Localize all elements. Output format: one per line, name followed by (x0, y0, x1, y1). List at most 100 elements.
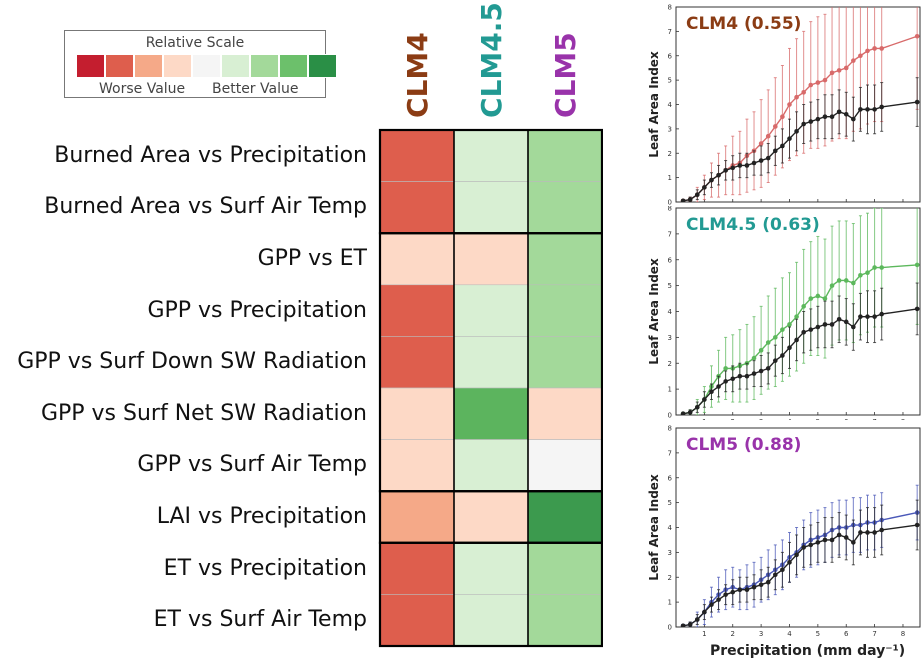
data-point (687, 410, 693, 415)
data-point (773, 358, 778, 363)
x-tick-label: 2 (731, 205, 735, 206)
x-tick-label: 3 (759, 630, 763, 638)
data-point (914, 306, 920, 312)
data-point (836, 532, 842, 538)
heatmap-cell (379, 336, 455, 389)
legend-swatch (105, 54, 134, 78)
data-point (843, 65, 849, 71)
y-tick-label: 4 (668, 308, 673, 316)
data-point (801, 545, 806, 550)
y-tick-label: 0 (668, 624, 672, 632)
heatmap-group-border (378, 541, 603, 648)
y-tick-label: 5 (668, 77, 672, 85)
y-tick-label: 8 (668, 206, 672, 213)
data-point (858, 107, 863, 112)
heatmap-cell (379, 542, 455, 595)
y-tick-label: 1 (668, 599, 672, 607)
data-point (723, 366, 728, 371)
x-tick-label: 1 (702, 630, 706, 638)
panel-clm45: 0 1 2 3 4 5 6 7 8 1 2 3 4 5 6 7 8 Leaf Area Index CLM4.5 (… (647, 206, 921, 420)
y-tick-label: 4 (668, 524, 673, 532)
data-point (758, 158, 764, 163)
legend-swatch (134, 54, 163, 78)
data-point (716, 384, 721, 389)
legend-swatches (76, 54, 337, 78)
data-point (730, 589, 736, 595)
data-point (914, 99, 920, 105)
data-point (744, 163, 750, 168)
legend-title: Relative Scale (145, 35, 245, 51)
data-point (808, 327, 814, 332)
panel-title: CLM4.5 (0.63) (686, 215, 820, 235)
heatmap-column-label: CLM4.5 (475, 2, 508, 118)
data-point (836, 68, 842, 73)
data-point (680, 198, 686, 202)
panel-title: CLM4 (0.55) (686, 14, 801, 34)
data-point (822, 537, 828, 543)
data-point (836, 316, 842, 322)
heatmap-row-label: Burned Area vs Precipitation (54, 142, 367, 168)
data-point (758, 582, 764, 588)
data-point (787, 102, 792, 107)
panel-clm5: 0 1 2 3 4 5 6 7 8 1 2 3 4 5 6 7 8 Leaf Area Index CLM5 (0.… (647, 425, 921, 638)
y-tick-label: 2 (668, 360, 672, 368)
data-point (709, 177, 714, 183)
heatmap-cell (453, 232, 529, 286)
data-point (836, 278, 842, 283)
data-point (723, 168, 728, 173)
y-tick-label: 5 (668, 282, 672, 290)
heatmap-row-label: ET vs Surf Air Temp (153, 607, 367, 633)
heatmap-cell (453, 129, 529, 182)
data-point (872, 265, 877, 270)
data-point (801, 121, 806, 127)
data-point (851, 58, 856, 63)
data-point (730, 376, 736, 382)
data-point (829, 537, 835, 543)
x-tick-label: 1 (702, 418, 706, 420)
data-point (872, 107, 877, 112)
x-tick-label: 7 (872, 418, 876, 420)
data-point (702, 397, 707, 402)
data-point (865, 48, 870, 54)
y-tick-label: 7 (668, 449, 672, 457)
y-tick-label: 0 (668, 412, 672, 420)
heatmap-cell (453, 284, 529, 337)
heatmap-column-label: CLM4 (401, 32, 434, 118)
y-tick-label: 3 (668, 549, 672, 557)
heatmap-cell (527, 336, 603, 389)
data-point (865, 270, 870, 275)
y-axis-label: Leaf Area Index (647, 51, 661, 158)
heatmap-cell (379, 181, 455, 234)
x-tick-label: 3 (759, 418, 763, 420)
data-point (694, 617, 700, 622)
heatmap-cell (453, 181, 529, 234)
legend-better-label: Better Value (212, 81, 299, 97)
y-tick-label: 6 (668, 256, 673, 264)
y-tick-label: 2 (668, 150, 672, 158)
data-point (787, 136, 792, 141)
y-tick-label: 0 (668, 199, 672, 207)
legend-swatch (221, 54, 250, 78)
heatmap-grid (378, 128, 603, 648)
data-point (836, 109, 842, 115)
data-point (815, 293, 821, 299)
y-tick-label: 3 (668, 125, 672, 133)
heatmap-cell (453, 387, 529, 440)
heatmap-column-label: CLM5 (549, 32, 582, 118)
y-axis-label: Leaf Area Index (647, 474, 661, 581)
data-point (773, 124, 778, 129)
y-tick-label: 6 (668, 474, 673, 482)
data-point (879, 265, 884, 270)
heatmap-row-label: GPP vs Precipitation (147, 297, 367, 323)
heatmap-cell (379, 387, 455, 440)
data-point (851, 116, 856, 122)
data-point (751, 371, 757, 376)
heatmap-cell (527, 232, 603, 286)
data-point (815, 80, 821, 85)
data-point (822, 114, 828, 119)
data-point (851, 280, 856, 286)
data-point (765, 133, 771, 139)
data-point (702, 185, 707, 190)
data-point (737, 587, 743, 592)
data-point (858, 314, 863, 319)
